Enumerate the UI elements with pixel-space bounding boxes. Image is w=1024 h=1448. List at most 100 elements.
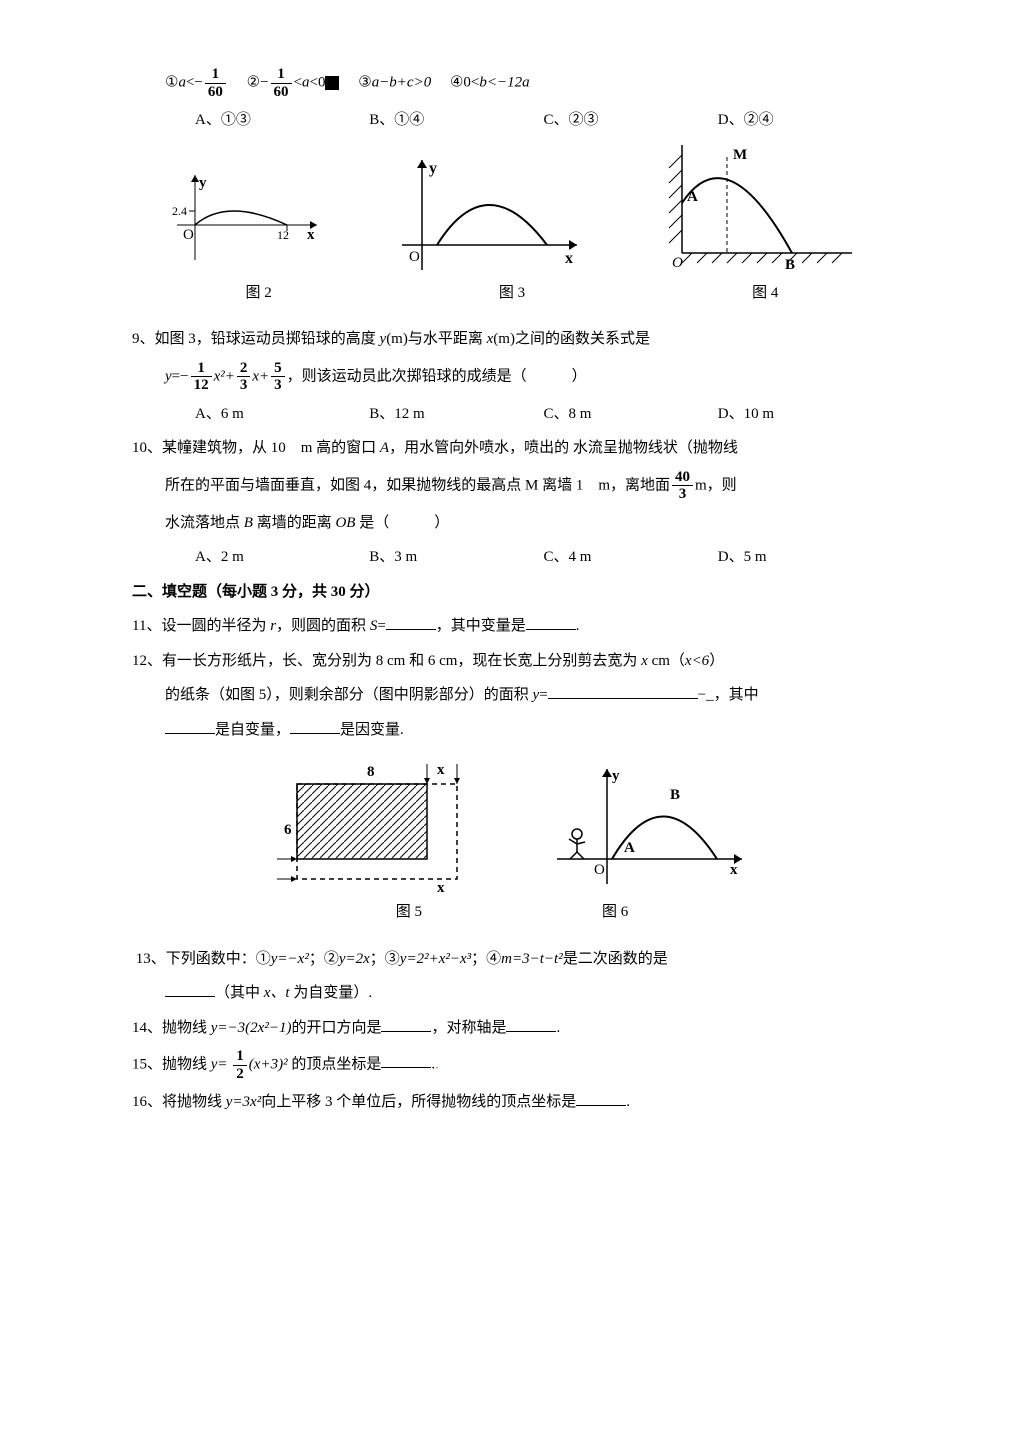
- var-b: b: [479, 74, 487, 90]
- q15: 15、抛物线 y= 12(x+3)² 的顶点坐标是..: [132, 1048, 892, 1082]
- q8-s2-pre: ②−: [247, 74, 269, 90]
- q12-x: x: [641, 653, 648, 669]
- q13-c: ；③: [370, 951, 400, 967]
- q12-blank1: [548, 683, 698, 699]
- q9-optB: B、12 m: [369, 400, 543, 429]
- fig4-M: M: [733, 147, 747, 163]
- q12-d: 的纸条（如图 5），则剩余部分（图中阴影部分）的面积: [165, 687, 533, 703]
- q12-c: ）: [709, 653, 724, 669]
- q16-c: .: [626, 1094, 630, 1110]
- q9-x1: x+: [252, 368, 269, 384]
- q10-l3c: 是（ ）: [355, 515, 449, 531]
- q10-B: B: [244, 515, 253, 531]
- q15-a: 15、抛物线: [132, 1056, 211, 1072]
- q9-u1: (m)与水平距离: [386, 331, 486, 347]
- q13-h: 为自变量）.: [290, 985, 373, 1001]
- q10-optB: B、3 m: [369, 543, 543, 572]
- q12-g: 是自变量，: [215, 722, 290, 738]
- var-a2: a: [302, 74, 310, 90]
- q15-tail: (x+3)²: [249, 1056, 288, 1072]
- q12-blank2: [165, 718, 215, 734]
- frac-1-60a: 160: [205, 66, 226, 100]
- q10-optA: A、2 m: [195, 543, 369, 572]
- q13-line2: （其中 x、t 为自变量）.: [132, 979, 892, 1008]
- fig6-y: y: [612, 768, 620, 784]
- q13-e: 是二次函数的是: [563, 951, 668, 967]
- fig3-y: y: [429, 160, 437, 177]
- q8-optB: B、①④: [369, 106, 543, 135]
- fig2-x: x: [307, 227, 315, 243]
- q14-d: .: [556, 1020, 560, 1036]
- expr3: a−b+c>0: [372, 74, 432, 90]
- q8-statements: ①a<−160 ②−160<a<0 ③a−b+c>0 ④0<b<−12a: [132, 66, 892, 100]
- fig4-caption: 图 4: [665, 279, 865, 308]
- q13-blank: [165, 981, 215, 997]
- figure-row-56: 8 x 6 x y x O A B: [132, 754, 892, 894]
- q11-eq: =: [377, 618, 385, 634]
- var-a: a: [178, 74, 186, 90]
- q10-frac: 403: [672, 469, 693, 503]
- q11-blank1: [386, 614, 436, 630]
- q13-f4: m=3−t−t²: [501, 951, 563, 967]
- q8-s1-lt: <−: [186, 74, 203, 90]
- q14-a: 14、抛物线: [132, 1020, 211, 1036]
- fig2-caption: 图 2: [159, 279, 359, 308]
- q9-tail: ，则该运动员此次掷铅球的成绩是（ ）: [287, 368, 587, 384]
- figure-captions-234: 图 2 图 3 图 4: [132, 279, 892, 308]
- q8-s3-num: ③: [358, 74, 371, 90]
- section-2-heading: 二、填空题（每小题 3 分，共 30 分）: [132, 578, 892, 607]
- fig5-left: 6: [284, 822, 292, 838]
- q16-blank: [576, 1090, 626, 1106]
- censor-box: [325, 76, 339, 90]
- q9-stem: 9、如图 3，铅球运动员掷铅球的高度 y(m)与水平距离 x(m)之间的函数关系…: [132, 325, 892, 354]
- fig3-o: O: [409, 249, 420, 265]
- q11-b: ，则圆的面积: [276, 618, 370, 634]
- q13-vars: x、t: [264, 985, 290, 1001]
- q12-blank3: [290, 718, 340, 734]
- q16-f: y=3x²: [226, 1094, 261, 1110]
- q10-A: A: [380, 440, 389, 456]
- q8-s2-tail: <0: [310, 74, 326, 90]
- q13-f1: y=−x²: [271, 951, 309, 967]
- q10-l3b: 离墙的距离: [253, 515, 336, 531]
- fig5-top: 8: [367, 764, 375, 780]
- figure-captions-56: 图 5 图 6: [132, 898, 892, 927]
- q12-b: cm（: [648, 653, 685, 669]
- q12-line3: 是自变量，是因变量.: [132, 716, 892, 745]
- q11-e: .: [576, 618, 580, 634]
- q11-a: 11、设一圆的半径为: [132, 618, 270, 634]
- q13-f2: y=2x: [339, 951, 370, 967]
- fig6-O: O: [594, 862, 605, 878]
- q14-blank1: [381, 1016, 431, 1032]
- q8-s4-pre: ④0<: [450, 74, 479, 90]
- q9-f2: 23: [237, 360, 251, 394]
- q11-blank2: [526, 614, 576, 630]
- figure-6: y x O A B: [552, 764, 752, 894]
- fig2-y: y: [199, 175, 207, 191]
- q10-optD: D、5 m: [718, 543, 892, 572]
- q9-x2: x²+: [214, 368, 235, 384]
- q13-a: 13、下列函数中：①: [136, 951, 271, 967]
- fig4-A: A: [687, 189, 698, 205]
- fig3-caption: 图 3: [412, 279, 612, 308]
- q14-c: ，对称轴是: [431, 1020, 506, 1036]
- q14-blank2: [506, 1016, 556, 1032]
- fig2-ytick: 2.4: [172, 204, 187, 218]
- q10-OB: OB: [335, 515, 355, 531]
- fig6-caption: 图 6: [602, 898, 628, 927]
- fig3-x: x: [565, 250, 573, 267]
- q12-a: 12、有一长方形纸片，长、宽分别为 8 cm 和 6 cm，现在长宽上分别剪去宽…: [132, 653, 641, 669]
- q10-line2: 所在的平面与墙面垂直，如图 4，如果抛物线的最高点 M 离墙 1 m，离地面40…: [132, 469, 892, 503]
- fig4-O: O: [672, 255, 683, 271]
- q9-lead: 9、如图 3，铅球运动员掷铅球的高度: [132, 331, 380, 347]
- q14: 14、抛物线 y=−3(2x²−1)的开口方向是，对称轴是.: [132, 1014, 892, 1043]
- q12-line2: 的纸条（如图 5），则剩余部分（图中阴影部分）的面积 y=−_，其中: [132, 681, 892, 710]
- q9-u2: (m)之间的函数关系式是: [493, 331, 650, 347]
- figure-3: y x O: [397, 155, 587, 275]
- q16-a: 16、将抛物线: [132, 1094, 226, 1110]
- q10-line3: 水流落地点 B 离墙的距离 OB 是（ ）: [132, 509, 892, 538]
- q14-f: y=−3(2x²−1): [211, 1020, 292, 1036]
- q13-line1: 13、下列函数中：①y=−x²；②y=2x；③y=2²+x²−x³；④m=3−t…: [132, 945, 892, 974]
- figure-2: y x O 2.4 12: [167, 165, 327, 275]
- q8-optA: A、①③: [195, 106, 369, 135]
